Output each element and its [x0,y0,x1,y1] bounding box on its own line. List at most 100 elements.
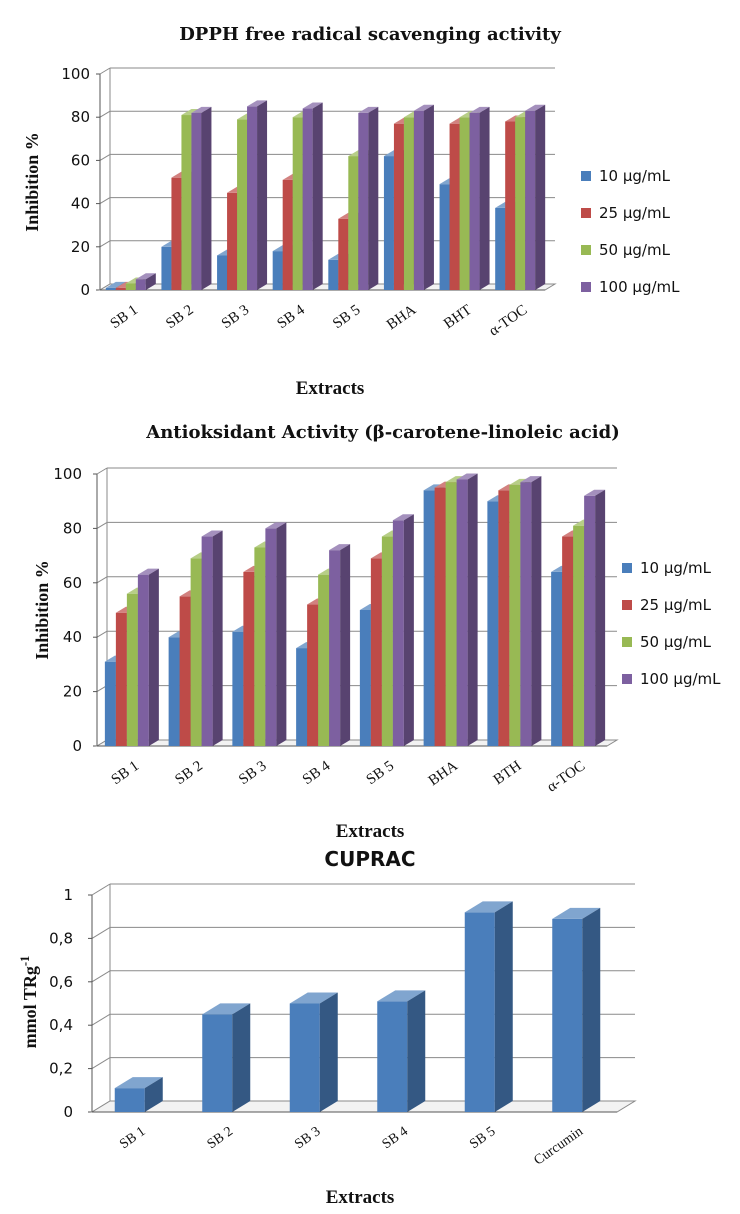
legend-swatch [622,674,632,684]
bar-side [257,100,268,291]
chart-title: DPPH free radical scavenging activity [179,24,561,45]
x-category-label: SB 3 [219,302,252,332]
bar-side [201,106,212,290]
y-tick-label: 1 [63,886,73,904]
x-category-label: SB 2 [205,1124,236,1152]
gridline-side [91,1057,111,1070]
y-tick-label: 40 [71,195,90,213]
legend-label: 10 µg/mL [640,559,712,577]
bar-side [582,907,601,1112]
bar [329,544,351,746]
x-category-label: α-TOC [544,758,588,796]
y-tick-label: 60 [71,151,90,169]
bar-front [459,117,470,290]
bar-top [191,106,212,113]
chart-panel-1: DPPH free radical scavenging activity 0 20… [22,24,680,399]
bar-front [328,259,339,290]
bar [392,514,414,746]
bar-front [265,528,277,746]
x-category-label: SB 3 [236,758,269,788]
legend-label: 50 µg/mL [640,633,712,651]
y-axis-label: Inhibition % [22,132,42,232]
bar-front [445,482,457,746]
gridline-side [91,883,111,896]
bar-front [525,110,536,290]
x-category-label: SB 3 [292,1124,323,1152]
bar-side [479,106,490,290]
y-tick-label: 100 [53,465,82,483]
bar-front [202,1014,233,1112]
bar-top [247,100,268,107]
bar-front [359,610,371,746]
bar-top [135,273,156,280]
bar [302,102,323,290]
bar-front [469,112,480,290]
bar [413,104,434,290]
bar-front [381,536,393,746]
gridline-side [99,67,111,75]
chart-title: Antioksidant Activity (β-carotene-linole… [145,422,620,443]
bar-side [494,901,513,1112]
bar [247,100,268,291]
y-tick-label: 0,2 [49,1060,73,1078]
bar-front [403,117,414,290]
y-tick-label: 0,4 [49,1016,73,1034]
y-axis-label: Inhibition % [32,560,52,660]
bar [358,106,379,290]
legend-item: 25 µg/mL [622,596,712,614]
x-category-label: BHA [384,302,419,333]
bar-front [338,218,349,290]
bar-side [535,104,546,290]
x-axis-label: Extracts [326,1187,395,1208]
bar-front [562,536,574,746]
bar [377,990,426,1112]
x-category-label: α-TOC [486,302,530,340]
y-tick-label: 80 [71,108,90,126]
bar-front [232,631,244,746]
bar-top [289,992,338,1004]
bar-front [254,547,266,746]
bar-side [145,273,156,290]
y-axis-label: mmol TRg-1 [18,956,40,1049]
y-tick-label: 20 [71,238,90,256]
bar-front [370,558,382,746]
legend-label: 25 µg/mL [640,596,712,614]
x-category-label: SB 4 [274,302,308,332]
bar-front [383,156,394,290]
legend-label: 100 µg/mL [640,670,721,688]
bar-front [498,490,510,746]
x-category-label: SB 2 [172,758,205,788]
bar-front [358,112,369,290]
bar-top [469,106,490,113]
y-tick-label: 0,6 [49,973,73,991]
legend-swatch [581,171,591,181]
bar [552,907,601,1112]
y-axis-label-superscript: -1 [18,956,32,967]
bar-front [329,550,341,746]
y-tick-label: 80 [63,519,82,537]
x-category-label: SB 1 [117,1124,148,1152]
legend-item: 50 µg/mL [622,633,712,651]
gridline-side [96,630,108,638]
bar [456,473,478,746]
legend-item: 100 µg/mL [581,278,680,296]
y-tick-label: 0 [63,1103,73,1121]
bar [135,273,156,290]
chart-panel-2: Antioksidant Activity (β-carotene-linole… [32,422,721,842]
legend-label: 25 µg/mL [599,204,671,222]
bar-front [105,287,116,290]
bar-side [368,106,379,290]
gridline-side [91,1013,111,1026]
bar-side [423,104,434,290]
bar-side [340,544,351,746]
bar-top [265,522,287,529]
bar-top [520,476,542,483]
bar-front [171,177,182,290]
bar-front [201,536,213,746]
bar-front [115,612,127,746]
bar-front [217,255,228,290]
y-tick-label: 60 [63,574,82,592]
bars [114,901,601,1112]
x-category-label: SB 1 [109,758,142,788]
bar-top [552,907,601,919]
